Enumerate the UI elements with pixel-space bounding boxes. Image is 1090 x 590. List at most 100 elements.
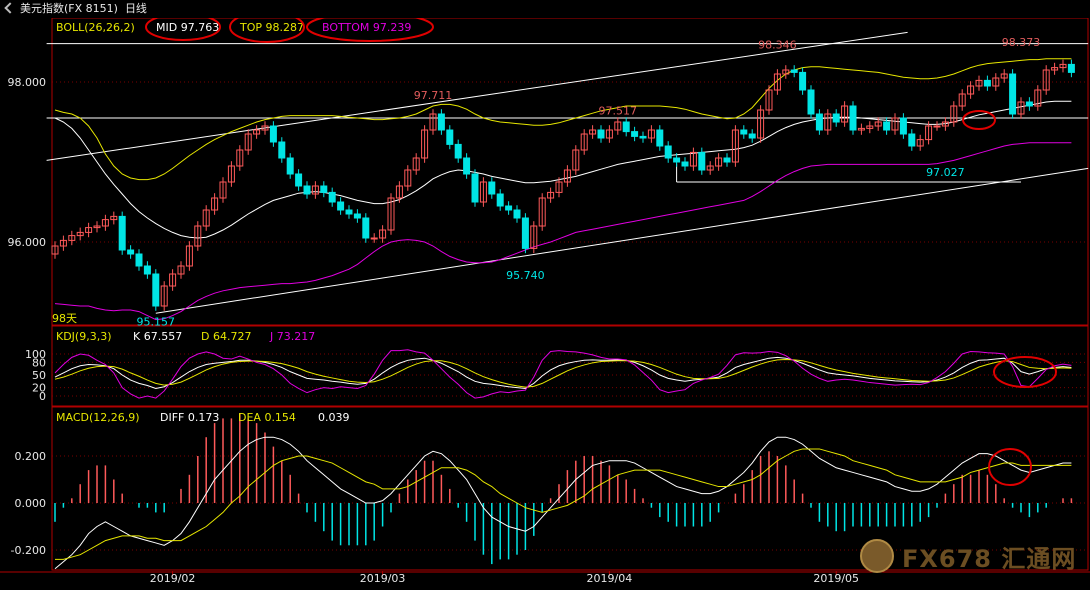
candle-down	[1009, 73, 1017, 115]
candle-down	[1025, 101, 1033, 107]
candle-down	[328, 191, 336, 203]
macd-lines	[54, 436, 1072, 570]
kdj-j-value: J 73.217	[269, 330, 315, 343]
kdj-indicator-name[interactable]: KDJ(9,3,3)	[56, 330, 112, 343]
candle-up	[85, 227, 93, 233]
candle-down	[656, 129, 664, 147]
candle-down	[488, 181, 496, 195]
instrument-title: 美元指数(FX 8151)	[20, 2, 118, 15]
candle-up	[429, 113, 437, 131]
candle-up	[891, 117, 899, 131]
candle-down	[143, 265, 151, 275]
kdj-d-value: D 64.727	[201, 330, 251, 343]
candle-down	[295, 173, 303, 187]
candle-down	[799, 71, 807, 91]
kdj-j-line	[54, 349, 1072, 399]
candle-up	[925, 125, 933, 141]
candle-down	[664, 145, 672, 159]
candle-up	[647, 129, 655, 139]
candle-down	[631, 131, 639, 137]
kdj-d-line	[54, 358, 1072, 388]
candle-up	[1017, 101, 1025, 115]
candle-up	[547, 191, 555, 199]
candle-down	[883, 121, 891, 131]
macd-histogram	[54, 413, 1073, 565]
candle-up	[1051, 67, 1059, 71]
candle-up	[169, 273, 177, 287]
kdj-tick-label: 80	[32, 356, 46, 369]
date-tick-label: 2019/02	[150, 572, 196, 585]
candle-down	[673, 157, 681, 163]
window-title-bar: 美元指数(FX 8151) 日线	[0, 0, 1090, 18]
candle-up	[59, 239, 67, 247]
period-selector[interactable]: 日线	[124, 2, 147, 15]
candle-down	[849, 105, 857, 131]
candle-down	[152, 273, 160, 307]
boll-top-line	[54, 58, 1072, 181]
candle-up	[580, 133, 588, 151]
date-tick-label: 2019/04	[587, 572, 633, 585]
candle-down	[748, 133, 756, 139]
trend-lines	[46, 31, 1089, 314]
kdj-tick-label: 50	[32, 369, 46, 382]
upper-trend-line	[46, 31, 908, 161]
candle-up	[160, 285, 168, 307]
macd-tick-label: 0.000	[15, 497, 47, 510]
candle-up	[421, 129, 429, 159]
candle-up	[874, 121, 882, 127]
highlight-circle-macd	[988, 448, 1032, 486]
candle-up	[916, 139, 924, 147]
candle-up	[731, 129, 739, 163]
price-tick-label: 98.000	[8, 76, 47, 89]
candle-down	[286, 157, 294, 175]
candle-up	[555, 181, 563, 193]
candle-down	[983, 79, 991, 87]
candle-down	[622, 121, 630, 133]
bollinger-bands	[54, 58, 1072, 321]
watermark-text: FX678 汇通网	[902, 544, 1077, 573]
kdj-lines	[54, 349, 1072, 399]
candle-down	[135, 253, 143, 267]
candle-up	[605, 129, 613, 139]
candle-up	[76, 231, 84, 237]
candle-down	[521, 217, 529, 249]
date-tick-label: 2019/05	[813, 572, 859, 585]
candle-up	[841, 105, 849, 123]
macd-indicator-name[interactable]: MACD(12,26,9)	[56, 411, 140, 424]
candle-up	[975, 79, 983, 87]
period-label: 98天	[52, 312, 77, 325]
candle-down	[505, 205, 513, 211]
candle-up	[227, 165, 235, 183]
candle-up	[706, 165, 714, 171]
candle-down	[815, 113, 823, 131]
candle-up	[757, 109, 765, 139]
candle-up	[202, 209, 210, 227]
macd-tick-label: 0.200	[15, 450, 47, 463]
candle-down	[681, 161, 689, 167]
back-chevron-icon[interactable]	[4, 2, 16, 14]
candle-up	[866, 125, 874, 129]
candle-up	[219, 181, 227, 199]
price-annotation: 98.373	[1002, 36, 1041, 49]
candle-down	[832, 113, 840, 123]
candle-up	[992, 77, 1000, 87]
candle-up	[370, 237, 378, 240]
kdj-k-value: K 67.557	[133, 330, 182, 343]
candle-down	[1067, 63, 1075, 73]
candle-up	[236, 149, 244, 167]
candle-down	[446, 129, 454, 145]
candle-up	[572, 149, 580, 171]
candle-up	[110, 215, 118, 221]
candle-up	[244, 133, 252, 151]
price-annotation: 98.346	[758, 38, 797, 51]
candle-down	[899, 117, 907, 135]
kdj-tick-label: 0	[39, 390, 46, 403]
fx678-logo-icon	[860, 539, 894, 573]
candle-down	[639, 135, 647, 139]
boll-indicator-name[interactable]: BOLL(26,26,2)	[56, 21, 135, 34]
candle-down	[698, 151, 706, 171]
candle-up	[404, 169, 412, 187]
candle-up	[1059, 63, 1067, 69]
candle-up	[51, 245, 59, 255]
